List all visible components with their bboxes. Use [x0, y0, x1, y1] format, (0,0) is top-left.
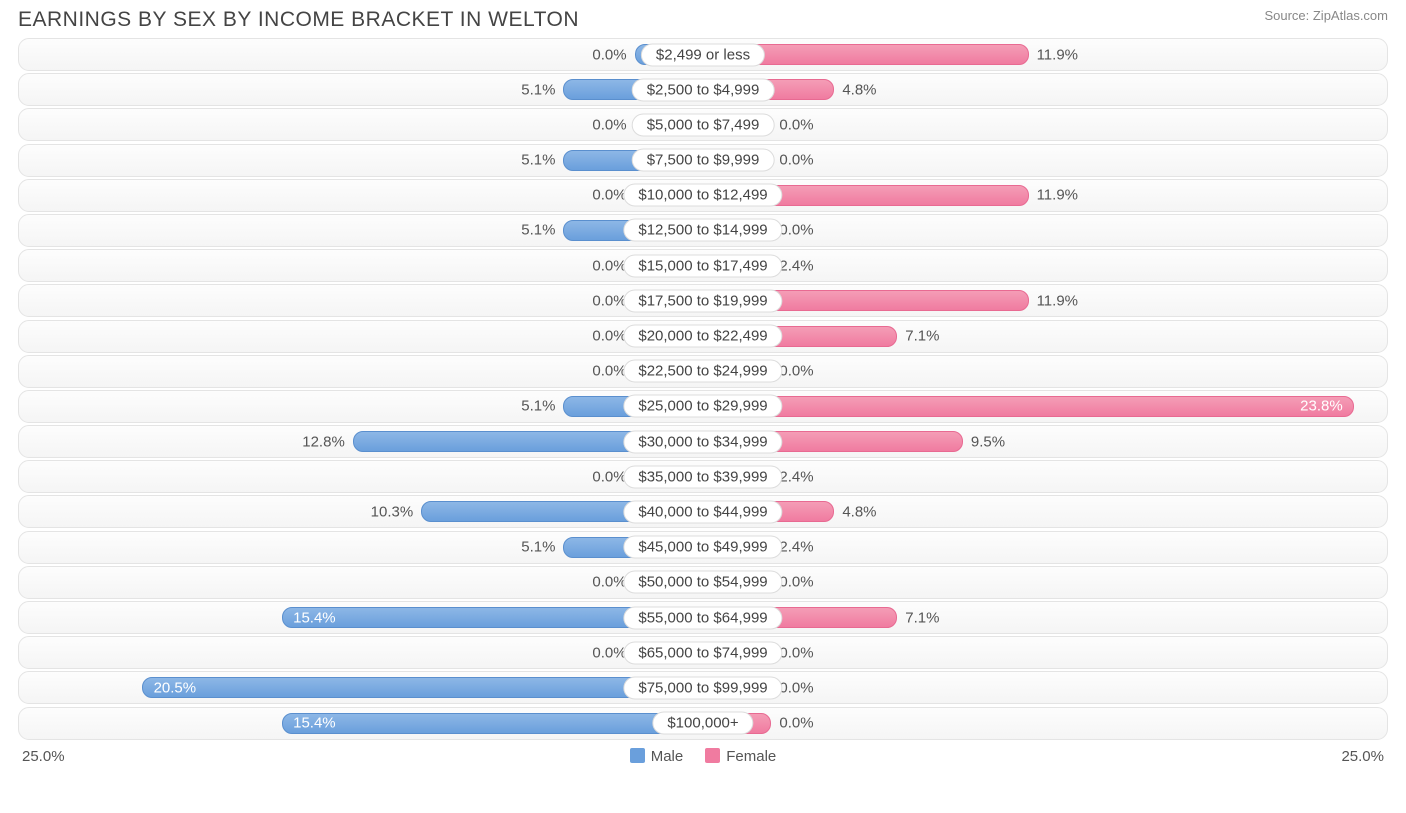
chart-row: 15.4% 7.1% $55,000 to $64,999: [18, 601, 1388, 634]
male-pct-label: 5.1%: [521, 152, 555, 169]
source-name: ZipAtlas.com: [1313, 8, 1388, 23]
male-pct-label: 0.0%: [592, 257, 626, 274]
male-pct-label: 5.1%: [521, 539, 555, 556]
category-label: $55,000 to $64,999: [623, 606, 782, 629]
male-bar: [142, 677, 703, 698]
female-pct-label: 0.0%: [779, 679, 813, 696]
chart-row: 0.0% 2.4%$15,000 to $17,499: [18, 249, 1388, 282]
category-label: $20,000 to $22,499: [623, 325, 782, 348]
chart-row: 0.0% 0.0%$22,500 to $24,999: [18, 355, 1388, 388]
category-label: $7,500 to $9,999: [632, 149, 775, 172]
legend-male-label: Male: [651, 748, 684, 765]
male-pct-label: 0.0%: [592, 644, 626, 661]
chart-row: 12.8% 9.5% $30,000 to $34,999: [18, 425, 1388, 458]
chart-row: 5.1% 23.8% $25,000 to $29,999: [18, 390, 1388, 423]
female-pct-label: 0.0%: [779, 644, 813, 661]
female-pct-label: 7.1%: [905, 328, 939, 345]
category-label: $25,000 to $29,999: [623, 395, 782, 418]
chart-row: 20.5% 0.0%$75,000 to $99,999: [18, 671, 1388, 704]
category-label: $22,500 to $24,999: [623, 360, 782, 383]
male-swatch-icon: [630, 748, 645, 763]
female-pct-label: 2.4%: [779, 539, 813, 556]
chart-row: 0.0% 0.0%$65,000 to $74,999: [18, 636, 1388, 669]
male-pct-label: 10.3%: [371, 503, 414, 520]
category-label: $10,000 to $12,499: [623, 184, 782, 207]
axis-left-label: 25.0%: [22, 748, 65, 765]
male-pct-label: 0.0%: [592, 574, 626, 591]
chart-source: Source: ZipAtlas.com: [1264, 8, 1388, 23]
male-pct-label: 0.0%: [592, 292, 626, 309]
female-pct-label: 4.8%: [842, 81, 876, 98]
category-label: $75,000 to $99,999: [623, 676, 782, 699]
legend-item-female: Female: [705, 748, 776, 765]
source-prefix: Source:: [1264, 8, 1312, 23]
male-pct-label: 12.8%: [302, 433, 345, 450]
female-pct-label: 7.1%: [905, 609, 939, 626]
chart-row: 0.0% 11.9% $17,500 to $19,999: [18, 284, 1388, 317]
chart-row: 15.4% 0.0% $100,000+: [18, 707, 1388, 740]
male-pct-label: 5.1%: [521, 81, 555, 98]
female-pct-label: 2.4%: [779, 468, 813, 485]
axis-right-label: 25.0%: [1341, 748, 1384, 765]
category-label: $50,000 to $54,999: [623, 571, 782, 594]
female-pct-label: 4.8%: [842, 503, 876, 520]
male-pct-label: 15.4%: [293, 609, 336, 626]
category-label: $40,000 to $44,999: [623, 500, 782, 523]
chart-row: 0.0% 7.1% $20,000 to $22,499: [18, 320, 1388, 353]
chart-row: 10.3% 4.8% $40,000 to $44,999: [18, 495, 1388, 528]
chart-row: 5.1% 2.4%$45,000 to $49,999: [18, 531, 1388, 564]
chart-row: 0.0% 11.9% $10,000 to $12,499: [18, 179, 1388, 212]
female-pct-label: 2.4%: [779, 257, 813, 274]
male-pct-label: 5.1%: [521, 398, 555, 415]
male-pct-label: 5.1%: [521, 222, 555, 239]
female-pct-label: 23.8%: [1300, 398, 1343, 415]
male-pct-label: 15.4%: [293, 715, 336, 732]
female-bar: [703, 396, 1354, 417]
category-label: $35,000 to $39,999: [623, 465, 782, 488]
legend-female-label: Female: [726, 748, 776, 765]
category-label: $65,000 to $74,999: [623, 641, 782, 664]
female-pct-label: 11.9%: [1037, 187, 1078, 204]
category-label: $100,000+: [652, 712, 753, 735]
female-pct-label: 0.0%: [779, 152, 813, 169]
category-label: $2,500 to $4,999: [632, 78, 775, 101]
chart-row: 0.0%0.0%$5,000 to $7,499: [18, 108, 1388, 141]
female-pct-label: 0.0%: [779, 222, 813, 239]
male-pct-label: 0.0%: [592, 328, 626, 345]
female-pct-label: 0.0%: [779, 116, 813, 133]
chart-header: EARNINGS BY SEX BY INCOME BRACKET IN WEL…: [0, 0, 1406, 38]
chart-row: 5.1% 0.0%$7,500 to $9,999: [18, 144, 1388, 177]
male-bar: [282, 713, 703, 734]
female-pct-label: 9.5%: [971, 433, 1005, 450]
category-label: $12,500 to $14,999: [623, 219, 782, 242]
chart-footer: 25.0% Male Female 25.0%: [0, 742, 1406, 765]
female-pct-label: 0.0%: [779, 715, 813, 732]
category-label: $30,000 to $34,999: [623, 430, 782, 453]
female-swatch-icon: [705, 748, 720, 763]
category-label: $2,499 or less: [641, 43, 765, 66]
category-label: $17,500 to $19,999: [623, 289, 782, 312]
chart-legend: Male Female: [630, 748, 777, 765]
male-pct-label: 0.0%: [592, 116, 626, 133]
male-pct-label: 20.5%: [154, 679, 197, 696]
diverging-bar-chart: 0.0% 11.9% $2,499 or less 5.1% 4.8% $2,500 to…: [0, 38, 1406, 740]
male-pct-label: 0.0%: [592, 363, 626, 380]
category-label: $5,000 to $7,499: [632, 113, 775, 136]
chart-title: EARNINGS BY SEX BY INCOME BRACKET IN WEL…: [18, 8, 579, 32]
chart-row: 0.0% 11.9% $2,499 or less: [18, 38, 1388, 71]
female-pct-label: 0.0%: [779, 574, 813, 591]
category-label: $15,000 to $17,499: [623, 254, 782, 277]
legend-item-male: Male: [630, 748, 684, 765]
category-label: $45,000 to $49,999: [623, 536, 782, 559]
chart-row: 0.0% 0.0%$50,000 to $54,999: [18, 566, 1388, 599]
male-pct-label: 0.0%: [592, 187, 626, 204]
chart-row: 5.1% 4.8% $2,500 to $4,999: [18, 73, 1388, 106]
male-pct-label: 0.0%: [592, 468, 626, 485]
female-pct-label: 11.9%: [1037, 46, 1078, 63]
male-pct-label: 0.0%: [592, 46, 626, 63]
female-pct-label: 11.9%: [1037, 292, 1078, 309]
chart-row: 0.0% 2.4%$35,000 to $39,999: [18, 460, 1388, 493]
chart-row: 5.1% 0.0%$12,500 to $14,999: [18, 214, 1388, 247]
female-pct-label: 0.0%: [779, 363, 813, 380]
